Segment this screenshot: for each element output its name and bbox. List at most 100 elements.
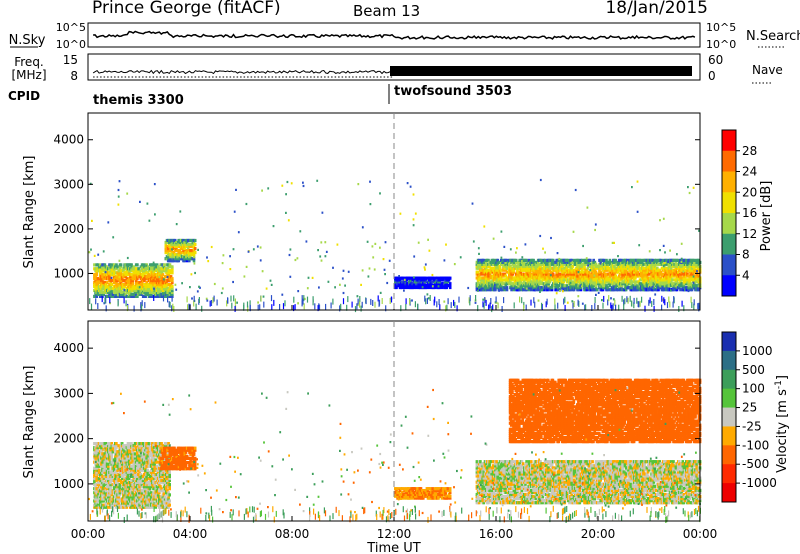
power-ground-cell — [628, 298, 629, 304]
power-scatter-cell — [191, 273, 193, 275]
power-ground-cell — [514, 302, 515, 308]
power-scatter-cell — [290, 248, 292, 250]
power-scatter-cell — [320, 241, 322, 243]
power-scatter-cell — [589, 269, 591, 271]
power-scatter-cell — [567, 281, 569, 283]
power-scatter-cell — [558, 258, 560, 260]
power-scatter-cell — [681, 258, 683, 260]
power-scatter-cell — [384, 273, 386, 275]
power-scatter-cell — [197, 249, 199, 251]
power-ground-cell — [372, 300, 373, 306]
power-scatter-cell — [119, 276, 121, 278]
power-ground-cell — [626, 296, 627, 302]
power-cbar-swatch — [722, 130, 736, 151]
power-scatter-cell — [385, 241, 387, 243]
power-cbar-swatch — [722, 275, 736, 296]
power-scatter-cell — [601, 299, 603, 301]
power-scatter-cell — [539, 291, 541, 293]
power-ground-cell — [295, 304, 296, 310]
power-cell — [424, 277, 427, 280]
power-scatter-cell — [127, 257, 129, 259]
power-scatter-cell — [234, 211, 236, 213]
power-ground-cell — [454, 302, 455, 308]
power-cell — [136, 263, 139, 266]
power-scatter-cell — [271, 284, 273, 286]
power-ground-cell — [654, 306, 655, 312]
power-scatter-cell — [693, 282, 695, 284]
power-scatter-cell — [191, 297, 193, 299]
power-ground-cell — [187, 296, 188, 302]
power-scatter-cell — [117, 294, 119, 296]
power-scatter-cell — [374, 268, 376, 270]
power-scatter-cell — [154, 213, 156, 215]
power-ground-cell — [409, 298, 410, 304]
power-ground-cell — [340, 304, 341, 310]
power-cell — [634, 280, 637, 283]
power-ground-cell — [439, 304, 440, 310]
power-cell — [109, 263, 112, 266]
power-ground-cell — [563, 299, 564, 305]
sky-left-tick-low: 10^0 — [56, 38, 86, 51]
power-scatter-cell — [151, 289, 153, 291]
power-scatter-cell — [407, 182, 409, 184]
power-ground-cell — [187, 304, 188, 310]
power-scatter-cell — [582, 303, 584, 305]
power-scatter-cell — [124, 289, 126, 291]
power-scatter-cell — [175, 284, 177, 286]
power-ground-cell — [641, 297, 642, 303]
power-ground-cell — [636, 298, 637, 304]
power-scatter-cell — [235, 189, 237, 191]
power-cell — [587, 267, 590, 270]
power-ground-cell — [104, 298, 105, 304]
power-ground-cell — [359, 296, 360, 302]
power-scatter-cell — [312, 277, 314, 279]
power-ground-cell — [521, 297, 522, 303]
power-scatter-cell — [510, 248, 512, 250]
power-ground-cell — [211, 300, 212, 306]
power-ground-cell — [458, 297, 459, 303]
power-scatter-cell — [153, 288, 155, 290]
power-scatter-cell — [460, 256, 462, 258]
power-scatter-cell — [246, 266, 248, 268]
freq-left-tick-low: 8 — [70, 69, 78, 83]
power-scatter-cell — [362, 269, 364, 271]
power-ground-cell — [470, 295, 471, 301]
power-ground-cell — [534, 302, 535, 308]
power-scatter-cell — [427, 239, 429, 241]
power-ground-cell — [370, 299, 371, 305]
power-scatter-cell — [238, 231, 240, 233]
power-scatter-cell — [550, 237, 552, 239]
power-scatter-cell — [467, 287, 469, 289]
freq-panel: Freq. [MHz] 15 8 60 0 Nave — [11, 53, 782, 83]
power-ground-cell — [667, 302, 668, 308]
power-ground-cell — [574, 301, 575, 307]
power-scatter-cell — [379, 192, 381, 194]
power-scatter-cell — [207, 260, 209, 262]
power-scatter-cell — [659, 249, 661, 251]
power-scatter-cell — [556, 292, 558, 294]
power-scatter-cell — [503, 246, 505, 248]
power-scatter-cell — [687, 186, 689, 188]
power-cell — [142, 295, 145, 298]
power-scatter-cell — [285, 193, 287, 195]
power-ground-cell — [313, 296, 314, 302]
power-ground-cell — [498, 303, 499, 309]
power-ytick-label: 3000 — [53, 177, 84, 191]
power-scatter-cell — [482, 299, 484, 301]
power-scatter-cell — [610, 297, 612, 299]
power-cell — [194, 243, 197, 246]
power-scatter-cell — [380, 292, 382, 294]
power-scatter-cell — [575, 189, 577, 191]
power-ground-cell — [167, 296, 168, 302]
power-scatter-cell — [628, 262, 630, 264]
power-cbar-tick-label: 28 — [742, 144, 757, 158]
power-scatter-cell — [257, 245, 259, 247]
power-scatter-cell — [681, 261, 683, 263]
power-scatter-cell — [693, 187, 695, 189]
power-ylabel: Slant Range [km] — [22, 156, 37, 269]
power-scatter-cell — [664, 262, 666, 264]
power-cell — [648, 273, 651, 276]
power-scatter-cell — [589, 263, 591, 265]
power-scatter-cell — [587, 264, 589, 266]
power-ground-cell — [673, 302, 674, 308]
